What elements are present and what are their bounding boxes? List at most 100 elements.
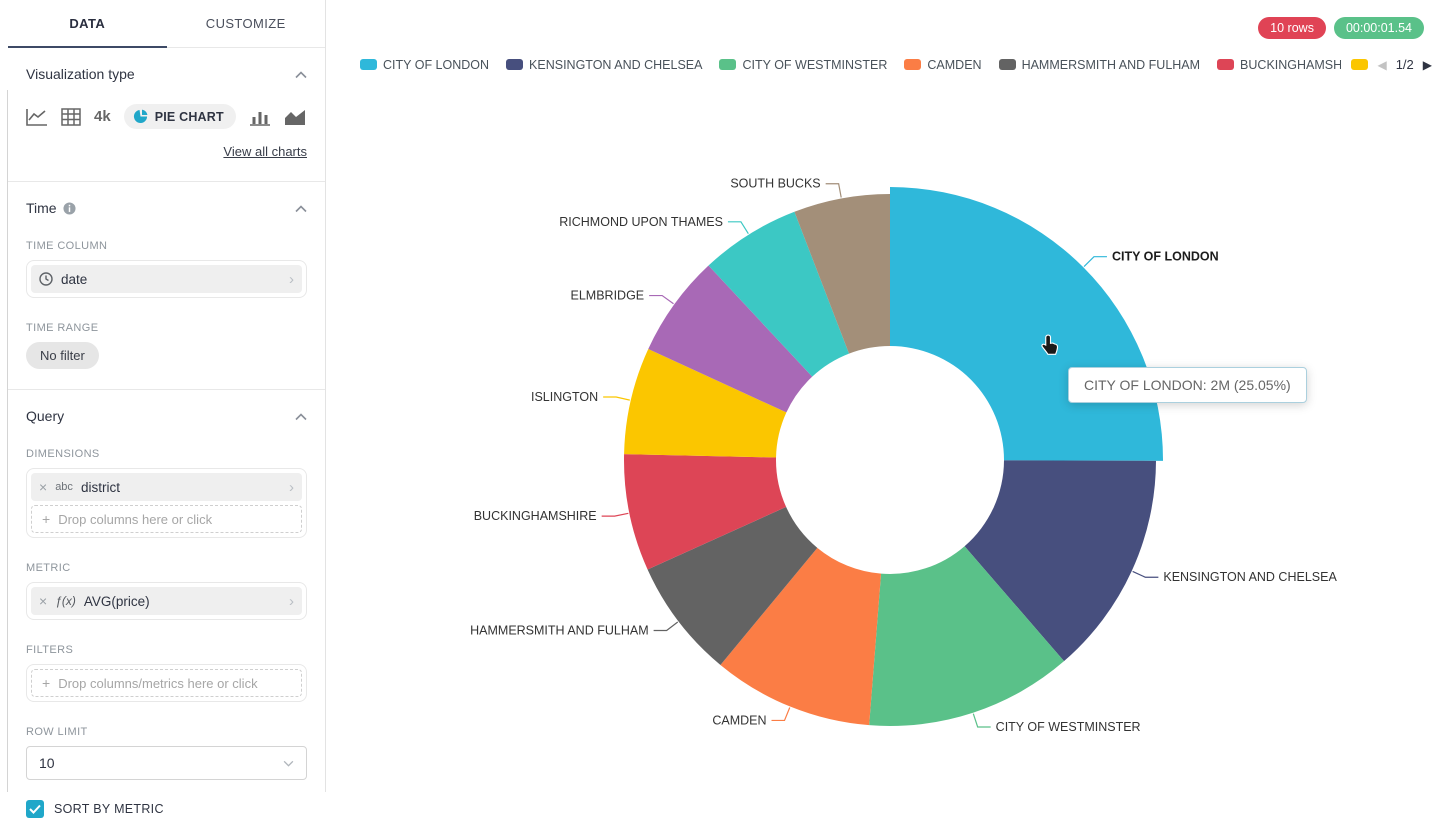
pie-label: ELMBRIDGE [571, 289, 645, 303]
check-icon [29, 804, 41, 814]
tab-data[interactable]: DATA [8, 0, 167, 48]
pie-slice-elmbridge[interactable] [648, 265, 813, 413]
pie-label-leader [601, 512, 629, 517]
chart-tooltip: CITY OF LONDON: 2M (25.05%) [1068, 367, 1307, 403]
pie-slice-buckinghamshire[interactable] [624, 454, 787, 570]
filters-label: FILTERS [26, 644, 74, 656]
big-number-chart-icon[interactable]: 4k [94, 108, 111, 125]
clock-icon [39, 272, 53, 286]
legend-item-city-of-westminster[interactable]: CITY OF WESTMINSTER [719, 58, 887, 72]
function-type-tag: ƒ(x) [55, 594, 76, 608]
mouse-cursor-hand [1041, 334, 1059, 355]
line-chart-icon[interactable] [26, 108, 48, 126]
legend-next-icon[interactable]: ▶ [1422, 57, 1432, 72]
collapse-chevron-icon[interactable] [295, 408, 307, 424]
pie-label: CITY OF LONDON [1112, 250, 1219, 264]
section-time: Time TIME COLUMN date › TIME RANGE No fi… [8, 182, 325, 390]
legend-label: CITY OF LONDON [383, 57, 490, 72]
metric-chip-avg-price[interactable]: × ƒ(x) AVG(price) › [31, 587, 302, 615]
pie-chart-icon [133, 109, 148, 123]
plus-icon: + [42, 511, 51, 527]
query-status-badges: 10 rows 00:00:01.54 [1258, 17, 1424, 39]
sort-by-metric-label: SORT BY METRIC [54, 802, 164, 816]
remove-icon[interactable]: × [39, 593, 48, 609]
query-duration-badge[interactable]: 00:00:01.54 [1333, 17, 1424, 39]
section-query: Query DIMENSIONS × abc district › + Drop… [8, 390, 325, 838]
metric-label: METRIC [26, 562, 71, 574]
filters-control: + Drop columns/metrics here or click [26, 664, 307, 702]
pie-label-leader [603, 396, 630, 401]
tooltip-text: CITY OF LONDON: 2M (25.05%) [1084, 377, 1291, 393]
tab-customize[interactable]: CUSTOMIZE [205, 16, 286, 31]
pie-slice-richmond-upon-thames[interactable] [708, 211, 850, 377]
pie-slice-city-of-westminster[interactable] [869, 546, 1065, 726]
remove-icon[interactable]: × [39, 479, 48, 495]
legend-item-hammersmith-and-fulham[interactable]: HAMMERSMITH AND FULHAM [998, 57, 1201, 72]
legend-item-camden[interactable]: CAMDEN [904, 57, 982, 72]
chevron-right-icon[interactable]: › [289, 270, 294, 288]
column-type-tag: abc [55, 481, 73, 493]
sort-by-metric-checkbox[interactable] [26, 800, 44, 818]
chevron-right-icon[interactable]: › [289, 478, 294, 496]
filters-drop-zone[interactable]: + Drop columns/metrics here or click [31, 669, 302, 697]
legend-label: CAMDEN [927, 57, 982, 72]
legend-pager: ◀ 1/2 ▶ [1351, 57, 1432, 72]
collapsed-datasource-panel-edge[interactable] [7, 90, 8, 792]
pie-slice-kensington-and-chelsea[interactable] [964, 460, 1156, 662]
time-column-chip[interactable]: date › [31, 265, 302, 293]
legend-swatch [360, 59, 377, 70]
pie-label: CAMDEN [712, 713, 766, 727]
area-chart-icon[interactable] [284, 108, 306, 126]
legend-prev-icon[interactable]: ◀ [1377, 57, 1387, 72]
view-all-charts-link[interactable]: View all charts [223, 144, 307, 159]
time-column-value: date [61, 271, 88, 287]
drop-placeholder: Drop columns/metrics here or click [58, 675, 258, 691]
pie-label: SOUTH BUCKS [730, 177, 820, 191]
row-limit-select[interactable]: 10 [26, 746, 307, 780]
pie-label-leader [649, 294, 674, 305]
pie-slice-hammersmith-and-fulham[interactable] [647, 506, 818, 665]
legend-item-city-of-london[interactable]: CITY OF LONDON [360, 58, 489, 72]
legend-item-kensington-and-chelsea[interactable]: KENSINGTON AND CHELSEA [506, 58, 702, 72]
time-column-control: date › [26, 260, 307, 298]
pie-label: ISLINGTON [531, 390, 598, 404]
legend-swatch [1217, 59, 1235, 70]
chart-panel: 10 rows 00:00:01.54 CITY OF LONDON KENSIN… [327, 0, 1442, 792]
pie-label-leader [727, 221, 749, 234]
chevron-down-icon [283, 756, 294, 770]
pie-label-leader [653, 621, 679, 632]
time-column-label: TIME COLUMN [26, 240, 108, 252]
pie-label-leader [972, 713, 991, 728]
legend-label: HAMMERSMITH AND FULHAM [1021, 57, 1201, 72]
viz-type-title: Visualization type [26, 66, 135, 82]
legend-label: BUCKINGHAMSHIRE [1240, 57, 1342, 72]
collapse-chevron-icon[interactable] [295, 66, 307, 82]
legend-swatch [998, 59, 1016, 70]
legend-swatch-truncated[interactable] [1351, 59, 1369, 70]
query-title: Query [26, 408, 65, 424]
row-count-badge[interactable]: 10 rows [1258, 17, 1326, 39]
control-panel: DATA CUSTOMIZE Visualization type 4k PIE… [8, 0, 326, 818]
dimensions-control: × abc district › + Drop columns here or … [26, 468, 307, 538]
selected-viz-pie-chart[interactable]: PIE CHART [123, 104, 236, 129]
pie-slice-islington[interactable] [624, 349, 787, 458]
legend-page-indicator: 1/2 [1395, 57, 1414, 72]
pie-label: RICHMOND UPON THAMES [559, 215, 723, 229]
pie-slice-camden[interactable] [720, 547, 882, 726]
chevron-right-icon[interactable]: › [289, 592, 294, 610]
dimensions-drop-zone[interactable]: + Drop columns here or click [31, 505, 302, 533]
control-tabs: DATA CUSTOMIZE [8, 0, 325, 48]
metric-control: × ƒ(x) AVG(price) › [26, 582, 307, 620]
table-chart-icon[interactable] [61, 107, 81, 126]
pie-slice-south-bucks[interactable] [794, 194, 890, 354]
time-range-value-pill[interactable]: No filter [26, 342, 99, 369]
pie-label: HAMMERSMITH AND FULHAM [470, 623, 648, 637]
pie-slice-city-of-london[interactable] [890, 187, 1163, 461]
collapse-chevron-icon[interactable] [295, 200, 307, 216]
bar-chart-icon[interactable] [249, 108, 271, 126]
pie-label-leader [1083, 256, 1107, 267]
dimension-chip-district[interactable]: × abc district › [31, 473, 302, 501]
dimension-name: district [80, 479, 120, 495]
legend-item-buckinghamshire[interactable]: BUCKINGHAMSHIRE [1217, 58, 1341, 72]
legend-label: KENSINGTON AND CHELSEA [529, 57, 703, 72]
